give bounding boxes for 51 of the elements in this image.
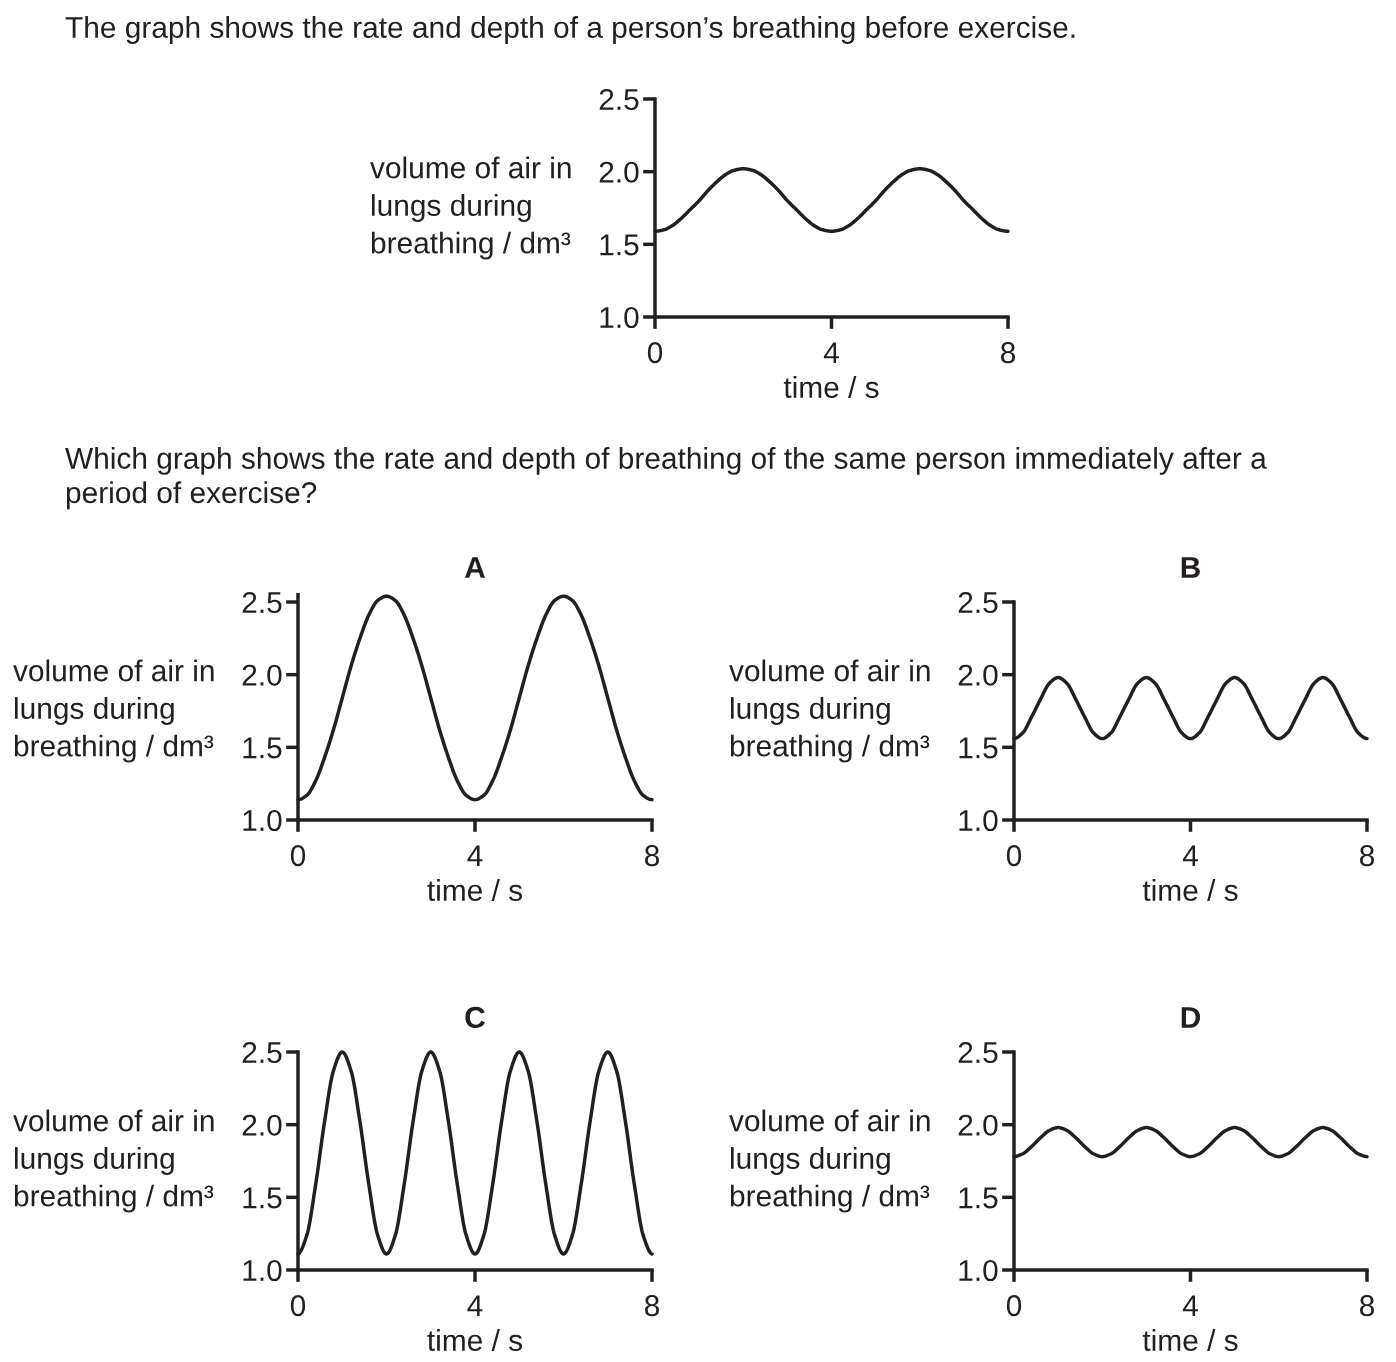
y-tick-label: 2.0 (958, 1114, 998, 1136)
x-tick-label: 4 (1182, 1295, 1198, 1316)
y-axis-title: volume of air in lungs during breathing / dm³ (370, 156, 571, 260)
chart-title: D (1181, 1007, 1201, 1028)
x-axis-title: time / s (1142, 1329, 1238, 1352)
y-tick-label: 1.0 (243, 809, 282, 832)
y-tick-label: 2.0 (958, 664, 998, 686)
y-tick-label: 1.0 (243, 1259, 282, 1282)
chart-title: A (464, 557, 485, 578)
y-tick-label: 2.5 (242, 591, 282, 614)
x-tick-label: 4 (823, 342, 839, 363)
y-tick-label: 1.5 (600, 234, 639, 256)
y-tick-label: 1.0 (959, 809, 998, 832)
y-tick-label: 2.5 (599, 88, 639, 111)
x-tick-label: 8 (644, 1295, 660, 1317)
x-axis-title: time / s (427, 1329, 523, 1352)
y-tick-label: 2.0 (242, 1114, 282, 1136)
x-tick-label: 8 (1359, 845, 1375, 867)
y-tick-label: 1.5 (243, 1187, 282, 1209)
x-tick-label: 0 (647, 342, 663, 364)
x-tick-label: 4 (467, 845, 483, 866)
y-axis-title: volume of air in lungs during breathing / dm³ (729, 659, 930, 763)
y-tick-label: 1.5 (959, 1187, 998, 1209)
chart-title: B (1181, 557, 1200, 578)
y-tick-label: 2.5 (242, 1041, 282, 1064)
x-tick-label: 4 (1182, 845, 1198, 866)
y-tick-label: 1.5 (959, 737, 998, 759)
x-axis-title: time / s (1142, 879, 1238, 902)
chart-title: C (465, 1006, 485, 1029)
y-tick-label: 1.0 (959, 1259, 998, 1282)
x-axis-title: time / s (427, 879, 523, 902)
y-axis-title: volume of air in lungs during breathing / dm³ (13, 659, 214, 763)
x-tick-label: 4 (467, 1295, 483, 1316)
y-tick-label: 2.0 (242, 664, 282, 686)
x-tick-label: 0 (1006, 845, 1022, 867)
y-tick-label: 1.0 (600, 306, 639, 329)
x-tick-label: 0 (290, 845, 306, 867)
x-tick-label: 8 (1359, 1295, 1375, 1317)
y-tick-label: 2.5 (958, 591, 998, 614)
x-axis-title: time / s (783, 376, 879, 399)
x-tick-label: 0 (290, 1295, 306, 1317)
y-tick-label: 1.5 (243, 737, 282, 759)
x-tick-label: 8 (644, 845, 660, 867)
x-tick-label: 8 (1000, 342, 1016, 364)
text: Which graph shows the rate and depth of breathing of the same person immediately after a period of exercise? (65, 447, 1267, 510)
chart-title: The graph shows the rate and depth of a person’s breathing before exercise. (65, 16, 1075, 44)
x-tick-label: 0 (1006, 1295, 1022, 1317)
y-tick-label: 2.0 (599, 161, 639, 183)
y-axis-title: volume of air in lungs during breathing / dm³ (13, 1109, 214, 1213)
y-axis-title: volume of air in lungs during breathing / dm³ (729, 1109, 930, 1213)
y-tick-label: 2.5 (958, 1041, 998, 1064)
